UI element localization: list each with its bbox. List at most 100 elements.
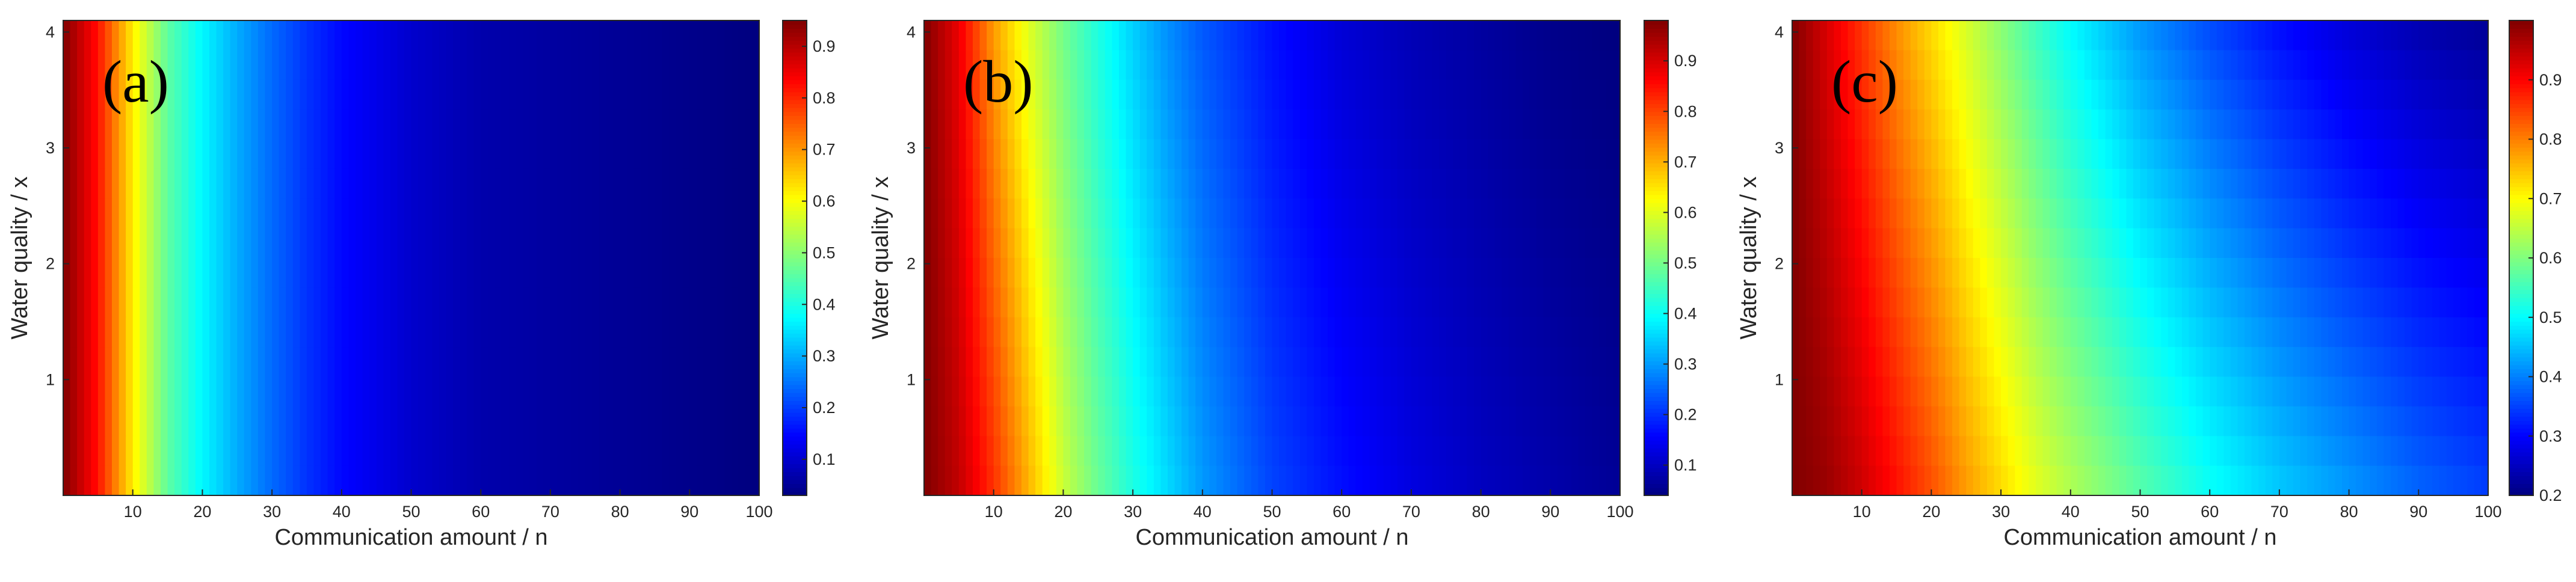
heatmap-cell xyxy=(1286,465,1294,496)
heatmap-cell xyxy=(522,376,530,407)
heatmap-cell xyxy=(966,198,973,229)
heatmap-cell xyxy=(2084,347,2092,378)
colorbar-segment xyxy=(1644,400,1668,405)
heatmap-cell xyxy=(696,347,704,378)
heatmap-cell xyxy=(938,258,946,289)
heatmap-cell xyxy=(752,228,760,259)
heatmap-cell xyxy=(1792,168,1800,200)
heatmap-cell xyxy=(119,317,126,348)
heatmap-cell xyxy=(2362,287,2371,318)
colorbar-segment xyxy=(783,301,807,306)
heatmap-cell xyxy=(2272,168,2280,200)
heatmap-cell xyxy=(745,376,753,407)
heatmap-cell xyxy=(1362,168,1370,200)
heatmap-cell xyxy=(425,258,433,289)
heatmap-cell xyxy=(313,376,321,407)
heatmap-cell xyxy=(2119,376,2127,407)
heatmap-cell xyxy=(1474,465,1482,496)
heatmap-cell xyxy=(1147,347,1154,378)
heatmap-cell xyxy=(2356,228,2364,259)
heatmap-cell xyxy=(1986,376,1995,407)
heatmap-cell xyxy=(1439,406,1447,437)
heatmap-cell xyxy=(1216,79,1224,110)
heatmap-cell xyxy=(599,465,607,496)
heatmap-cell xyxy=(321,198,328,229)
heatmap-cell xyxy=(1320,198,1328,229)
heatmap-cell xyxy=(209,198,217,229)
heatmap-cell xyxy=(1223,436,1231,467)
heatmap-cell xyxy=(97,109,106,140)
heatmap-cell xyxy=(2425,376,2433,407)
heatmap-cell xyxy=(292,168,301,200)
heatmap-cell xyxy=(2140,228,2148,259)
heatmap-cell xyxy=(97,376,106,407)
heatmap-cell xyxy=(924,317,932,348)
heatmap-cell xyxy=(1237,258,1245,289)
heatmap-cell xyxy=(167,50,175,81)
heatmap-cell xyxy=(1792,50,1800,81)
heatmap-cell xyxy=(668,258,676,289)
colorbar-segment xyxy=(1644,151,1668,156)
heatmap-cell xyxy=(244,376,252,407)
heatmap-cell xyxy=(1481,79,1488,110)
heatmap-cell xyxy=(1474,436,1482,467)
heatmap-cell xyxy=(2126,79,2134,110)
heatmap-cell xyxy=(153,465,161,496)
heatmap-cell xyxy=(1084,347,1092,378)
heatmap-cell xyxy=(439,109,447,140)
heatmap-cell xyxy=(2161,376,2169,407)
heatmap-cell xyxy=(662,109,670,140)
heatmap-cell xyxy=(1606,139,1614,170)
heatmap-cell xyxy=(724,139,732,170)
heatmap-cell xyxy=(1202,79,1210,110)
heatmap-cell xyxy=(1139,465,1148,496)
heatmap-cell xyxy=(2321,168,2329,200)
heatmap-cell xyxy=(1578,465,1586,496)
heatmap-cell xyxy=(972,109,981,140)
heatmap-cell xyxy=(1599,317,1607,348)
heatmap-cell xyxy=(174,347,182,378)
heatmap-cell xyxy=(599,258,607,289)
heatmap-cell xyxy=(522,20,530,51)
heatmap-cell xyxy=(195,50,203,81)
heatmap-cell xyxy=(452,465,461,496)
heatmap-cell xyxy=(1167,79,1176,110)
heatmap-cell xyxy=(1813,347,1821,378)
heatmap-cell xyxy=(404,139,412,170)
heatmap-cell xyxy=(1494,79,1503,110)
heatmap-cell xyxy=(1160,139,1168,170)
heatmap-cell xyxy=(993,436,1002,467)
heatmap-cell xyxy=(2335,20,2343,51)
heatmap-cell xyxy=(2342,376,2350,407)
heatmap-cell xyxy=(439,228,447,259)
heatmap-cell xyxy=(972,258,981,289)
heatmap-cell xyxy=(1195,258,1203,289)
heatmap-cell xyxy=(1348,20,1357,51)
colorbar-segment xyxy=(1644,321,1668,326)
heatmap-cell xyxy=(1494,376,1503,407)
heatmap-cell xyxy=(1272,436,1280,467)
heatmap-cell xyxy=(1578,109,1586,140)
heatmap-cell xyxy=(1986,287,1995,318)
heatmap-cell xyxy=(1286,287,1294,318)
heatmap-cell xyxy=(181,79,190,110)
heatmap-cell xyxy=(2035,20,2044,51)
heatmap-cell xyxy=(613,228,621,259)
heatmap-cell xyxy=(467,109,475,140)
heatmap-cell xyxy=(1091,168,1099,200)
heatmap-cell xyxy=(2035,287,2044,318)
heatmap-cell xyxy=(2397,50,2405,81)
heatmap-cell xyxy=(1952,376,1960,407)
heatmap-cell xyxy=(2091,139,2099,170)
heatmap-cell xyxy=(2161,139,2169,170)
heatmap-cell xyxy=(1202,109,1210,140)
colorbar-segment xyxy=(783,103,807,108)
heatmap-cell xyxy=(2356,50,2364,81)
heatmap-cell xyxy=(1453,406,1461,437)
heatmap-cell xyxy=(2056,168,2065,200)
heatmap-cell xyxy=(1564,258,1572,289)
heatmap-cell xyxy=(126,347,134,378)
colorbar-segment xyxy=(783,369,807,373)
heatmap-cell xyxy=(1133,20,1141,51)
heatmap-cell xyxy=(1861,109,1870,140)
